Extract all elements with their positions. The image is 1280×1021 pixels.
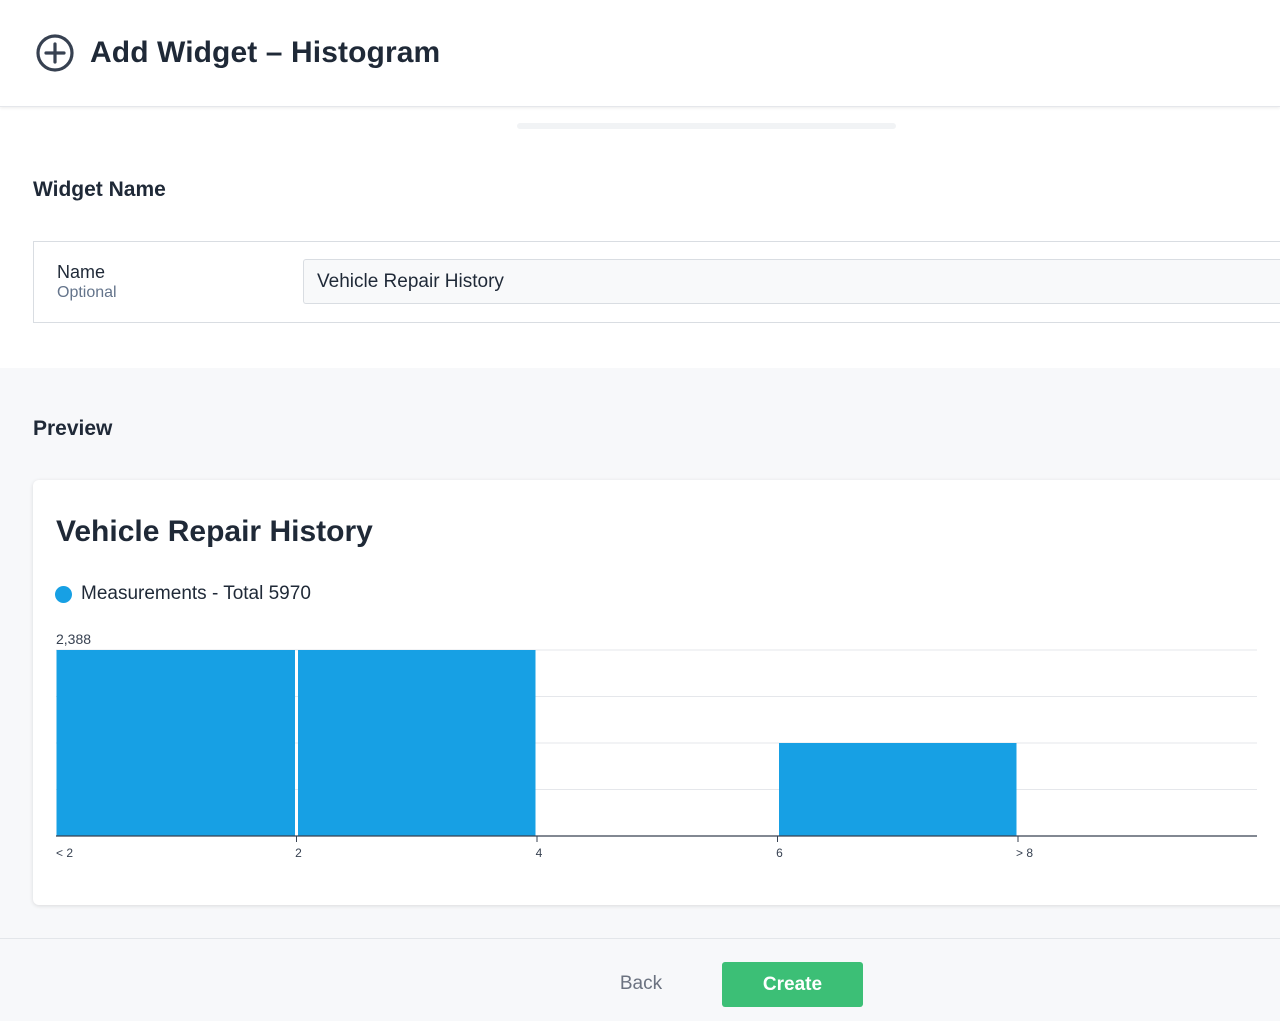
progress-track <box>517 123 896 129</box>
histogram-bar <box>56 650 295 836</box>
card-title: Vehicle Repair History <box>56 515 373 548</box>
page-header: Add Widget – Histogram <box>0 0 1280 107</box>
x-tick-label: 2 <box>295 846 302 860</box>
histogram-bar <box>298 650 536 836</box>
back-button[interactable]: Back <box>600 962 682 1006</box>
histogram-chart: < 2 2 4 6 > 8 2,388 <box>56 631 1257 860</box>
legend-label: Measurements - Total 5970 <box>81 583 311 604</box>
y-max-label: 2,388 <box>56 631 91 647</box>
footer-bar: Back Create <box>0 938 1280 1021</box>
chart-legend[interactable]: Measurements - Total 5970 <box>55 583 311 605</box>
widget-name-input[interactable] <box>303 259 1280 304</box>
x-tick-label: > 8 <box>1016 846 1033 860</box>
legend-dot-icon <box>55 585 72 603</box>
x-tick-label: < 2 <box>56 846 73 860</box>
page-title: Add Widget – Histogram <box>90 36 441 69</box>
x-tick-label: 6 <box>776 846 783 860</box>
preview-section-title: Preview <box>33 417 113 440</box>
name-field-row: Name Optional <box>33 241 1280 323</box>
histogram-bar <box>779 743 1017 836</box>
widget-name-section-title: Widget Name <box>33 178 166 201</box>
preview-card: Vehicle Repair History Measurements - To… <box>33 480 1280 905</box>
name-optional-hint: Optional <box>57 284 117 301</box>
plus-circle-icon <box>35 33 75 73</box>
x-tick-label: 4 <box>536 846 543 860</box>
name-label: Name <box>57 262 106 282</box>
create-button[interactable]: Create <box>722 962 863 1007</box>
